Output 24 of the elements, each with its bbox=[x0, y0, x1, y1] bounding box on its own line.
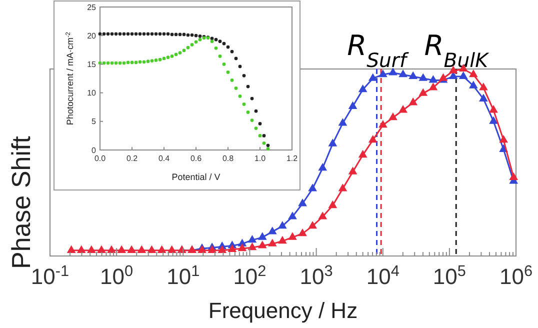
x-tick-label: 10$^{1}$ bbox=[166, 262, 200, 289]
y-tick-label: 10 bbox=[87, 88, 97, 98]
x-tick-label: 0.2 bbox=[126, 154, 138, 163]
y-tick-label: 5 bbox=[92, 117, 97, 126]
y-tick-label: 25 bbox=[87, 2, 97, 12]
y-tick-label: 0 bbox=[92, 146, 97, 155]
x-tick-label: 1.2 bbox=[286, 154, 298, 163]
x-tick-label: 0.0 bbox=[94, 154, 106, 163]
x-tick-label: 0.8 bbox=[222, 154, 234, 163]
ref-line-label: R$_{BulK}$ bbox=[424, 29, 490, 72]
y-tick-label: 15 bbox=[87, 60, 97, 69]
x-axis-title: Potential / V bbox=[172, 172, 220, 182]
x-tick-label: 1.0 bbox=[254, 154, 266, 163]
ref-line-label: R$_{Surf}$ bbox=[347, 29, 410, 72]
y-tick-label: 20 bbox=[87, 31, 97, 40]
x-tick-label: 0.6 bbox=[190, 154, 202, 163]
x-tick-label: 10$^{3}$ bbox=[300, 262, 333, 289]
x-tick-label: 10$^{6}$ bbox=[499, 262, 533, 289]
x-tick-label: 10$^{5}$ bbox=[432, 262, 466, 289]
x-tick-label: 10$^{4}$ bbox=[366, 262, 400, 289]
x-tick-label: 10$^{0}$ bbox=[100, 262, 134, 289]
x-axis-title: Frequency / Hz bbox=[208, 298, 358, 323]
x-tick-label: 10$^{2}$ bbox=[233, 262, 266, 289]
x-tick-label: 0.4 bbox=[158, 154, 170, 163]
